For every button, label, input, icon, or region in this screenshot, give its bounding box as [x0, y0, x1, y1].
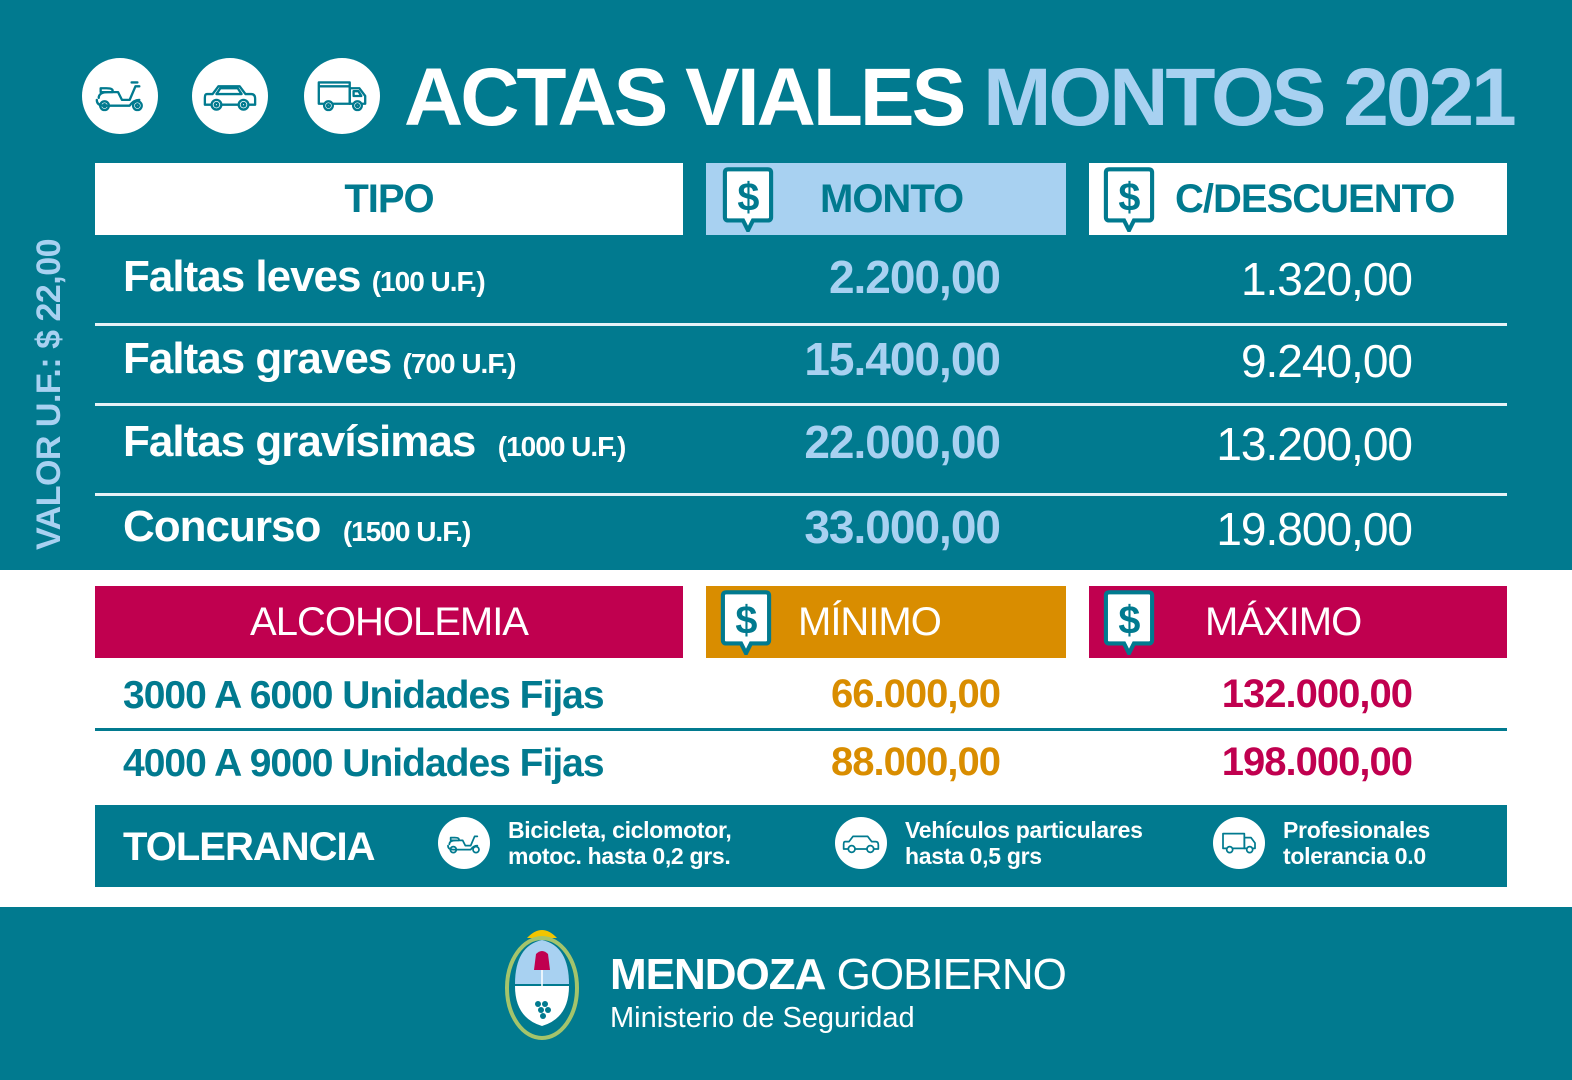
header-maximo-label: MÁXIMO — [1205, 599, 1362, 644]
svg-text:$: $ — [737, 176, 759, 220]
row-divider — [95, 323, 1507, 326]
row-amount: 33.000,00 — [804, 501, 1001, 553]
header-minimo: $ MÍNIMO — [706, 586, 1066, 658]
row-max: 132.000,00 — [1221, 672, 1413, 716]
svg-text:$: $ — [1118, 176, 1140, 220]
svg-text:$: $ — [1118, 599, 1140, 643]
mendoza-coat-of-arms-logo — [505, 930, 579, 1040]
header-minimo-label: MÍNIMO — [798, 599, 942, 644]
row-divider — [95, 403, 1507, 406]
footer-section — [0, 907, 1572, 1080]
row-discount: 13.200,00 — [1216, 418, 1413, 470]
dollar-tag-icon: $ — [1103, 590, 1155, 655]
table-row: Faltas gravísimas (1000 U.F.) 22.000,00 … — [95, 415, 1507, 485]
page-title: ACTAS VIALES MONTOS 2021 — [404, 48, 1517, 148]
row-divider — [95, 493, 1507, 496]
tolerance-title: TOLERANCIA — [123, 825, 375, 869]
header-alcoholemia-label: ALCOHOLEMIA — [250, 599, 529, 644]
row-discount: 9.240,00 — [1240, 335, 1413, 387]
table-row: Concurso (1500 U.F.) 33.000,00 19.800,00 — [95, 500, 1507, 570]
truck-icon — [1213, 817, 1265, 869]
row-max: 198.000,00 — [1221, 740, 1413, 784]
svg-text:$: $ — [735, 599, 757, 643]
tolerance-line1: Profesionales — [1283, 817, 1430, 843]
dollar-tag-icon: $ — [1103, 167, 1155, 232]
row-label: Faltas leves (100 U.F.) — [123, 252, 486, 301]
tolerance-line1: Vehículos particulares — [905, 817, 1143, 843]
ministry-name: Ministerio de Seguridad — [610, 1002, 915, 1034]
row-min: 66.000,00 — [831, 672, 1001, 716]
header-maximo: $ MÁXIMO — [1089, 586, 1507, 658]
car-icon — [192, 58, 268, 134]
row-amount: 2.200,00 — [828, 251, 1001, 303]
row-label: Concurso (1500 U.F.) — [123, 502, 471, 551]
table-row: 3000 A 6000 Unidades Fijas 66.000,00 132… — [95, 672, 1507, 728]
row-label: 4000 A 9000 Unidades Fijas — [123, 742, 605, 785]
row-amount: 22.000,00 — [804, 416, 1001, 468]
brand-block: MENDOZA GOBIERNO Ministerio de Seguridad — [610, 950, 1067, 1036]
table-row: Faltas graves (700 U.F.) 15.400,00 9.240… — [95, 332, 1507, 402]
tolerance-bar: TOLERANCIA Bicicleta, ciclomotor, motoc.… — [95, 805, 1507, 887]
truck-icon — [304, 58, 380, 134]
row-label: Faltas graves (700 U.F.) — [123, 334, 516, 383]
row-min: 88.000,00 — [831, 740, 1001, 784]
tolerance-line2: motoc. hasta 0,2 grs. — [508, 843, 731, 869]
uf-value-label: VALOR U.F.: $ 22,00 — [30, 238, 68, 550]
tolerance-item-truck: Profesionales tolerancia 0.0 — [1213, 817, 1430, 869]
header-descuento-label: C/DESCUENTO — [1175, 176, 1455, 221]
brand-light: GOBIERNO — [836, 950, 1067, 999]
tolerance-item-car: Vehículos particulares hasta 0,5 grs — [835, 817, 1143, 869]
table-row: Faltas leves (100 U.F.) 2.200,00 1.320,0… — [95, 250, 1507, 320]
row-amount: 15.400,00 — [804, 333, 1001, 385]
header-tipo-label: TIPO — [344, 176, 434, 221]
row-discount: 1.320,00 — [1240, 253, 1413, 305]
tolerance-item-moto: Bicicleta, ciclomotor, motoc. hasta 0,2 … — [438, 817, 732, 869]
header-alcoholemia: ALCOHOLEMIA — [95, 586, 683, 658]
brand-title: MENDOZA GOBIERNO — [610, 950, 1067, 1000]
tolerance-line2: tolerancia 0.0 — [1283, 843, 1426, 869]
title-part2: MONTOS 2021 — [983, 52, 1517, 143]
header-monto-label: MONTO — [820, 176, 964, 221]
header-tipo: TIPO — [95, 163, 683, 235]
scooter-icon — [82, 58, 158, 134]
tolerance-line1: Bicicleta, ciclomotor, — [508, 817, 732, 843]
row-label: 3000 A 6000 Unidades Fijas — [123, 674, 605, 717]
title-part1: ACTAS VIALES — [404, 52, 966, 143]
dollar-tag-icon: $ — [720, 590, 772, 655]
car-icon — [835, 817, 887, 869]
row-label: Faltas gravísimas (1000 U.F.) — [123, 417, 626, 466]
dollar-tag-icon: $ — [722, 167, 774, 232]
table-row: 4000 A 9000 Unidades Fijas 88.000,00 198… — [95, 740, 1507, 796]
header-descuento: $ C/DESCUENTO — [1089, 163, 1507, 235]
scooter-icon — [438, 817, 490, 869]
row-discount: 19.800,00 — [1216, 503, 1413, 555]
row-divider — [95, 728, 1507, 731]
brand-bold: MENDOZA — [610, 950, 826, 999]
tolerance-line2: hasta 0,5 grs — [905, 843, 1042, 869]
header-monto: $ MONTO — [706, 163, 1066, 235]
